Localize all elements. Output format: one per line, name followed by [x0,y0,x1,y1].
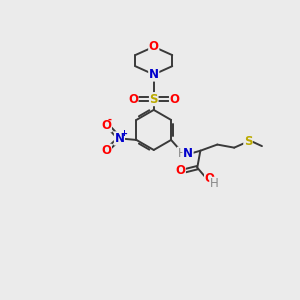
Text: O: O [128,93,138,106]
Text: O: O [149,40,159,53]
Text: O: O [169,93,179,106]
Text: N: N [149,68,159,81]
Text: +: + [120,129,127,138]
Text: N: N [183,147,193,160]
Text: O: O [101,119,111,132]
Text: O: O [205,172,214,185]
Text: -: - [107,115,112,125]
Text: S: S [149,93,158,106]
Text: O: O [175,164,185,177]
Text: H: H [210,177,219,190]
Text: O: O [101,144,111,157]
Text: H: H [178,147,186,160]
Text: S: S [244,135,252,148]
Text: N: N [115,132,124,145]
